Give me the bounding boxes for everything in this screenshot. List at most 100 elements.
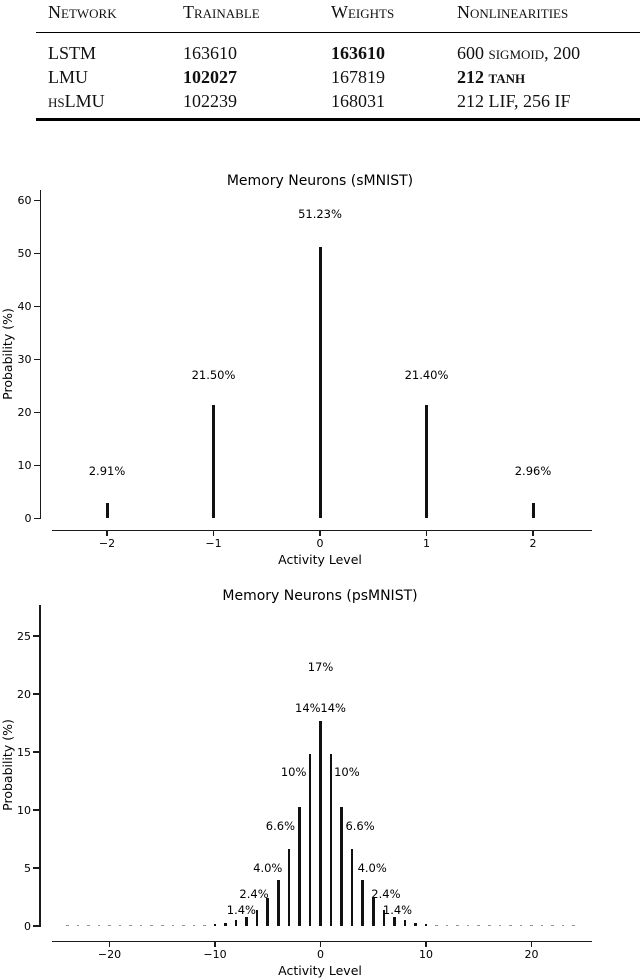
x-tick-label: 1: [423, 536, 430, 550]
bar: [118, 925, 122, 926]
y-tick: [33, 925, 39, 927]
bar: [329, 754, 333, 926]
y-axis-spine: [39, 605, 41, 927]
table-cell-network: LSTM: [48, 43, 97, 63]
bar: [76, 925, 80, 926]
y-tick: [33, 751, 39, 753]
bar: [403, 920, 407, 926]
bar-label: 14%: [320, 700, 346, 715]
bar: [519, 925, 523, 926]
bar-label: 21.40%: [404, 368, 449, 383]
bar: [424, 924, 428, 926]
x-tick-label: −2: [98, 536, 116, 550]
y-tick-label: 20: [17, 406, 32, 419]
x-tick: [108, 942, 111, 947]
bar-label: 4.0%: [253, 861, 283, 875]
bar-label: 51.23%: [298, 207, 342, 222]
chart-title: Memory Neurons (psMNIST): [222, 588, 418, 604]
bar-label: 17%: [307, 660, 334, 675]
bar: [551, 925, 554, 926]
x-tick: [319, 942, 322, 947]
bar: [245, 916, 248, 926]
bar: [266, 898, 270, 926]
bar-label: 4.0%: [357, 861, 387, 875]
bar: [393, 916, 396, 926]
bar: [139, 925, 143, 926]
bar: [66, 925, 69, 926]
x-tick: [425, 531, 428, 536]
x-axis-spine: [52, 529, 592, 531]
bar-label: 1.4%: [226, 903, 256, 918]
y-tick: [33, 809, 39, 811]
y-tick: [33, 867, 39, 869]
bar: [488, 925, 491, 926]
bar-label: 2.91%: [88, 463, 126, 478]
x-tick: [532, 531, 534, 536]
y-tick-label: 20: [17, 687, 31, 701]
x-tick-label: 0: [316, 536, 324, 550]
bar: [531, 502, 535, 519]
table-header-weights: Weights: [331, 2, 395, 22]
bar: [105, 503, 109, 519]
bar-label: 6.6%: [345, 819, 375, 834]
x-axis-label: Activity Level: [278, 552, 362, 567]
table-cell-weights: 168031: [331, 90, 385, 111]
y-tick-label: 60: [17, 194, 32, 207]
table-header-network: Network: [48, 2, 117, 22]
bar: [87, 925, 90, 926]
x-tick-label: 10: [419, 947, 433, 961]
x-tick-label: 20: [524, 947, 539, 961]
bar: [212, 404, 215, 519]
bar: [361, 879, 364, 926]
bar: [340, 806, 343, 926]
bar: [530, 925, 533, 926]
x-tick: [214, 942, 216, 947]
y-tick: [33, 411, 40, 414]
y-tick: [33, 305, 40, 308]
bar: [540, 925, 544, 926]
y-tick-label: 50: [17, 247, 32, 260]
x-tick: [212, 531, 215, 536]
bar: [277, 879, 280, 926]
bar: [160, 925, 164, 926]
y-tick: [33, 517, 40, 520]
bar: [350, 849, 354, 926]
bar: [477, 925, 481, 926]
bar: [97, 925, 101, 926]
x-tick: [425, 942, 427, 947]
x-axis-spine: [52, 940, 592, 942]
x-tick: [319, 531, 321, 536]
bar: [414, 922, 417, 926]
table-cell-trainable: 102027: [183, 67, 237, 87]
bar: [425, 405, 428, 519]
x-tick: [106, 531, 108, 536]
y-tick-label: 10: [17, 803, 31, 817]
table-cell-trainable: 163610: [183, 43, 237, 63]
y-tick-label: 25: [17, 629, 31, 643]
y-tick: [33, 252, 40, 255]
bar: [192, 925, 196, 926]
table-bottom-rule: [36, 118, 640, 121]
bar: [108, 925, 111, 926]
y-tick-label: 10: [17, 459, 32, 472]
bar: [456, 925, 459, 926]
table-cell-nonlinearities: 600 sigmoid, 200: [457, 43, 581, 63]
bar: [435, 925, 438, 926]
bar: [182, 925, 185, 926]
x-axis-label: Activity Level: [278, 963, 362, 978]
bar: [129, 925, 132, 926]
bar-label: 2.4%: [239, 886, 269, 901]
table-cell-network: hsLMU: [48, 90, 105, 111]
y-tick-label: 0: [24, 512, 32, 525]
y-tick: [33, 635, 39, 637]
bar-label: 6.6%: [265, 819, 296, 834]
bar: [466, 925, 470, 926]
table-cell-network: LMU: [48, 67, 88, 87]
bar: [319, 720, 322, 926]
bar-label: 2.96%: [514, 463, 552, 478]
chart-title: Memory Neurons (sMNIST): [226, 173, 414, 189]
bar: [308, 754, 312, 926]
x-tick: [530, 942, 533, 947]
